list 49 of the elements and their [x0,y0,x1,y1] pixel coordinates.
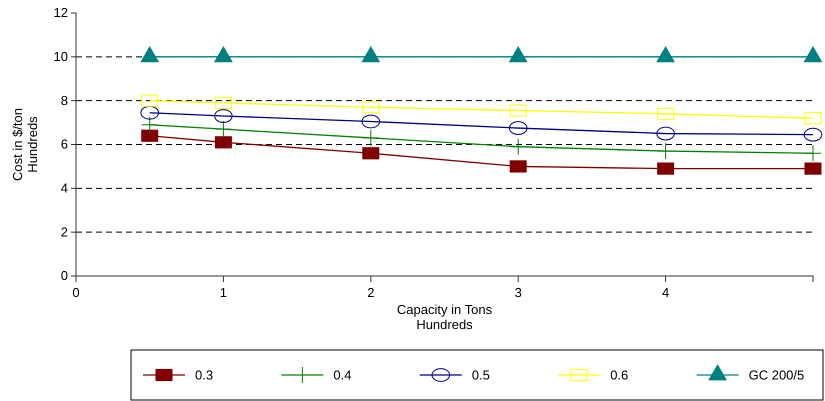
point [214,120,232,138]
point [508,46,528,62]
point [657,162,674,175]
point [214,46,233,62]
point [140,106,159,120]
point [510,104,527,117]
point [362,147,380,160]
point [804,162,822,175]
point [804,46,822,62]
point [804,144,822,162]
point [362,114,380,128]
y-tick-label: 12 [54,5,68,20]
point [362,101,380,114]
point [510,138,527,156]
point [804,112,822,124]
y-tick-label: 4 [60,180,68,196]
y-tick-label: 10 [54,48,68,64]
point [214,136,232,148]
point [141,130,158,142]
x-axis-title: Capacity in Tons Hundreds [396,302,493,332]
y-axis-title: Cost in $/ton Hundreds [10,108,40,181]
point [510,160,527,173]
legend-label: GC 200/5 [748,368,804,383]
legend-label: 0.6 [610,368,628,383]
point [508,121,528,135]
point [656,46,676,62]
x-tick-label: 1 [220,285,228,300]
y-tick-label: 6 [60,136,68,152]
point [657,142,674,160]
y-tick-label: 2 [60,224,68,240]
point [657,108,674,120]
point [656,126,675,140]
y-tick-label: 8 [60,92,68,108]
x-tick-label: 3 [514,285,522,300]
point [214,96,232,109]
point [141,116,158,134]
point [804,128,822,142]
point [140,46,160,62]
point [361,46,380,62]
point [362,129,380,146]
point [141,94,158,107]
y-tick-label: 0 [60,268,68,284]
legend-label: 0.5 [472,368,490,383]
legend-label: 0.4 [333,368,352,383]
point [214,109,233,123]
legend-label: 0.3 [195,368,214,383]
x-tick-label: 0 [72,285,80,300]
x-tick-label: 2 [367,285,374,300]
x-tick-label: 4 [662,285,670,300]
